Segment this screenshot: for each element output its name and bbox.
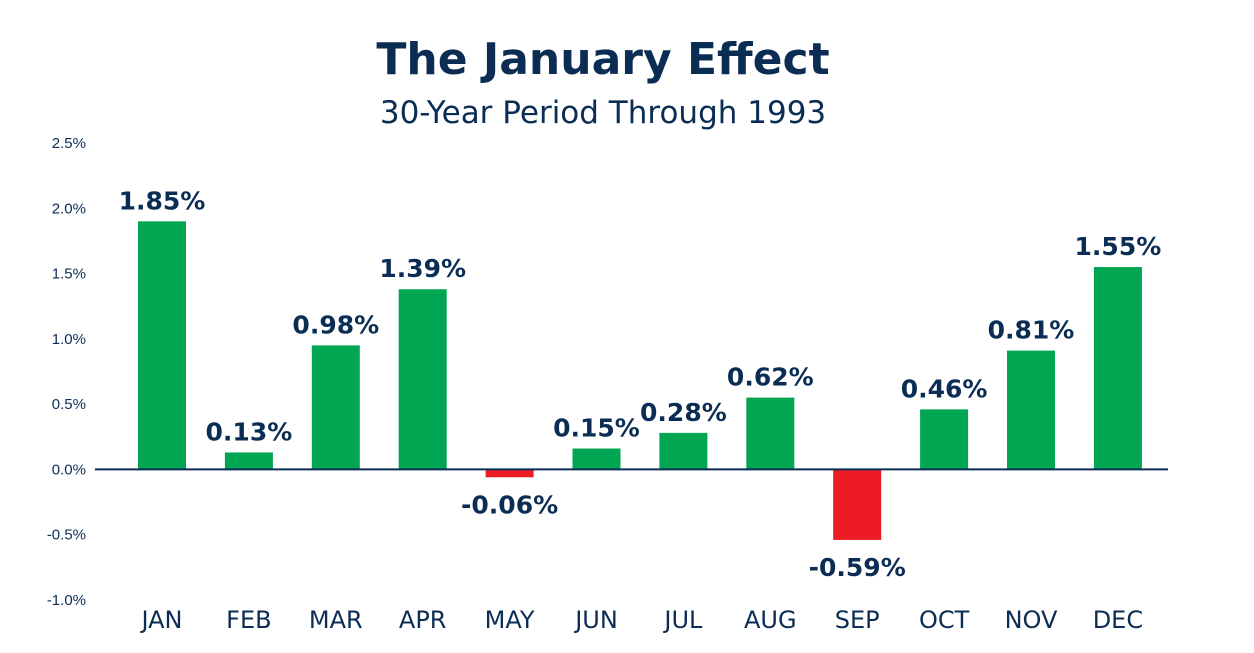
bar-jun [572, 448, 621, 470]
x-tick-label: OCT [919, 606, 970, 634]
x-tick-label: JAN [139, 606, 182, 634]
data-label: 0.28% [640, 398, 727, 427]
x-tick-label: JUL [662, 606, 703, 634]
data-label: 0.46% [901, 374, 988, 403]
x-tick-label: JUN [573, 606, 618, 634]
bar-feb [224, 452, 273, 470]
data-label: 1.39% [379, 254, 466, 283]
bar-aug [746, 397, 795, 470]
bar-jan [138, 221, 186, 470]
x-tick-label: MAY [485, 606, 535, 634]
y-tick-label: -1.0% [47, 592, 86, 609]
bar-jul [659, 432, 708, 470]
y-tick-label: 2.5% [52, 135, 86, 152]
chart-subtitle: 30-Year Period Through 1993 [380, 95, 826, 131]
x-tick-label: APR [399, 606, 447, 634]
y-tick-label: -0.5% [47, 527, 86, 544]
x-axis-ticks: JAN FEB MAR APR MAY JUN JUL AUG SEP OCT NOV DEC [139, 606, 1143, 634]
data-labels: 1.85% 0.13% 0.98%1.39% -0.06% 0.15%0.28%0.62… [119, 186, 1162, 582]
bar-nov [1007, 350, 1055, 470]
data-label: 0.81% [988, 316, 1075, 345]
bar-may [485, 469, 534, 478]
bar-sep [833, 469, 882, 540]
bar-mar [311, 345, 360, 470]
bars [138, 221, 1142, 540]
data-label: 0.62% [727, 363, 814, 392]
x-tick-label: DEC [1093, 606, 1143, 634]
bar-apr [398, 289, 447, 470]
data-label: 0.13% [206, 417, 293, 446]
data-label: 1.85% [119, 186, 206, 215]
x-tick-label: AUG [744, 606, 797, 634]
y-tick-label: 0.0% [52, 461, 86, 478]
data-label: 1.55% [1075, 232, 1162, 261]
x-tick-label: SEP [835, 606, 880, 634]
x-tick-label: NOV [1005, 606, 1058, 634]
data-label: -0.06% [461, 490, 558, 519]
data-label: -0.59% [809, 553, 906, 582]
y-axis-ticks: 2.5% 2.0% 1.5% 1.0% 0.5% 0.0% -0.5% -1.0% [47, 135, 86, 609]
y-tick-label: 1.5% [52, 266, 86, 283]
bar-oct [920, 409, 969, 470]
y-tick-label: 2.0% [52, 200, 86, 217]
x-tick-label: MAR [309, 606, 363, 634]
chart-title: The January Effect [376, 34, 829, 85]
bar-dec [1093, 267, 1142, 470]
data-label: 0.15% [553, 414, 640, 443]
data-label: 0.98% [292, 310, 379, 339]
x-tick-label: FEB [226, 606, 271, 634]
y-tick-label: 0.5% [52, 396, 86, 413]
y-tick-label: 1.0% [52, 331, 86, 348]
